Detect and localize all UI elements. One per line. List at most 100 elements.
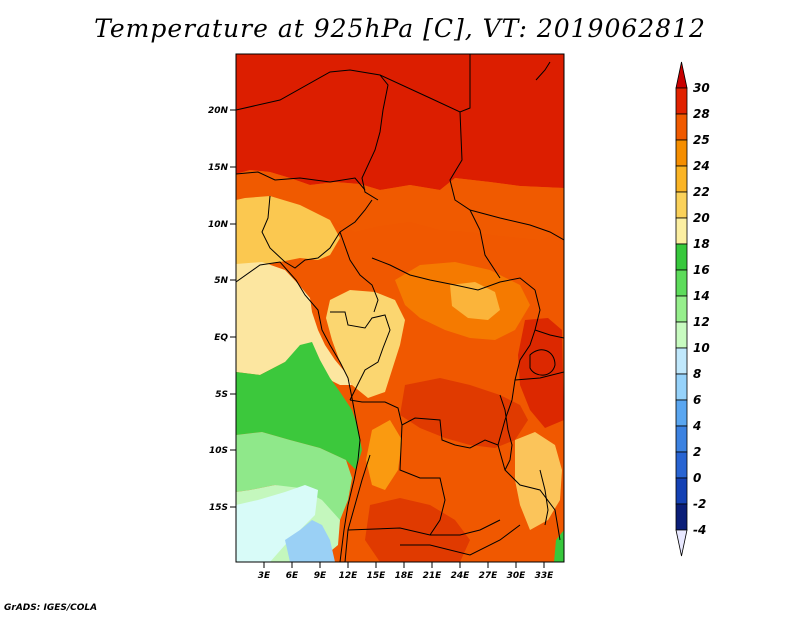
colorbar-label: 4 (692, 419, 701, 433)
footer-credit: GrADS: IGES/COLA (4, 603, 98, 613)
colorbar-segment (675, 347, 688, 375)
field-southeast-hot (400, 378, 528, 448)
colorbar-label: 16 (693, 263, 710, 277)
lon-label: 15E (367, 571, 387, 581)
field-southeast-yellow (515, 432, 562, 530)
border-gabon-congo (330, 311, 391, 401)
lon-label: 12E (339, 571, 359, 581)
colorbar-segment (675, 451, 688, 479)
field-angola-amber (366, 420, 402, 490)
lat-label: 10S (209, 446, 228, 456)
colorbar-over-arrow (675, 61, 688, 89)
colorbar-label: 22 (693, 185, 710, 199)
colorbar-label: -4 (693, 523, 706, 537)
border-drc-west (349, 399, 499, 449)
border-car-drc (371, 257, 536, 291)
colorbar-label: 10 (693, 341, 710, 355)
colorbar-segment (675, 165, 688, 193)
field-central-yellow (450, 282, 500, 320)
colorbar-label: 12 (693, 315, 710, 329)
border-angola-zambia (399, 424, 446, 536)
colorbar-label: -2 (693, 497, 706, 511)
field-gulf-pale (236, 262, 352, 385)
lat-label: EQ (214, 333, 228, 343)
field-sahel-orange (236, 170, 564, 240)
coastline-west (236, 261, 361, 562)
lat-label: 15S (209, 503, 228, 513)
colorbar-segment (675, 113, 688, 141)
colorbar-segment (675, 503, 688, 531)
lon-label: 30E (507, 571, 527, 581)
colorbar-label: 24 (693, 159, 710, 173)
border-tanzania (514, 371, 564, 381)
map-frame (235, 53, 565, 563)
lon-label: 9E (314, 571, 327, 581)
colorbar-label: 30 (693, 81, 710, 95)
lon-label: 21E (423, 571, 443, 581)
colorbar-segment (675, 373, 688, 401)
lat-label: 5N (214, 276, 228, 286)
colorbar-label: 6 (693, 393, 701, 407)
border-south-africa (400, 524, 521, 556)
field-coast-green (554, 530, 564, 562)
field-hot-north (236, 54, 564, 190)
colorbar-segment (675, 295, 688, 323)
colorbar-segment (675, 425, 688, 453)
lake-malawi (539, 469, 549, 526)
colorbar-segment (675, 191, 688, 219)
colorbar-segment (675, 243, 688, 271)
lon-label: 24E (451, 571, 471, 581)
colorbar-segment (675, 399, 688, 427)
border-cameroon-car (339, 231, 379, 313)
lon-label: 3E (258, 571, 271, 581)
map-title: Temperature at 925hPa [C], VT: 201906281… (94, 14, 706, 43)
colorbar-segment (675, 217, 688, 245)
field-west-yellow (236, 196, 340, 270)
lat-label: 20N (208, 106, 229, 116)
colorbar-label: 25 (693, 133, 710, 147)
lat-label: 10N (208, 220, 229, 230)
lon-label: 6E (286, 571, 299, 581)
border-zambia-moz (497, 444, 561, 541)
longitude-axis: 3E 6E 9E 12E 15E 18E 21E 24E 27E 30E 33E (258, 562, 554, 581)
border-nigeria-cameroon (261, 195, 373, 269)
field-ocean-blue (285, 520, 335, 562)
colorbar-under-arrow (675, 529, 688, 557)
field-south-red (365, 498, 470, 562)
border-uganda-kenya (534, 329, 564, 339)
lake-victoria (529, 349, 556, 376)
border-sahara-north (236, 69, 389, 201)
colorbar-segment (675, 139, 688, 167)
latitude-axis: 20N 15N 10N 5N EQ 5S 10S 15S (208, 106, 236, 513)
field-ocean-green (236, 342, 362, 470)
lat-label: 5S (215, 390, 228, 400)
colorbar-segment (675, 87, 688, 115)
temperature-field (236, 54, 564, 562)
colorbar-segment (675, 477, 688, 505)
lon-label: 27E (479, 571, 499, 581)
colorbar-segment (675, 321, 688, 349)
border-niger-nigeria (236, 171, 366, 191)
colorbar-label: 2 (693, 445, 701, 459)
border-drc-east (497, 289, 541, 446)
colorbar-segment (675, 269, 688, 297)
border-angola-south (344, 454, 371, 562)
red-sea-coast (535, 61, 551, 81)
border-namibia (347, 519, 501, 536)
colorbar-label: 8 (693, 367, 701, 381)
colorbar-label: 28 (693, 107, 710, 121)
field-ocean-lightgreen (236, 432, 352, 520)
field-ocean-cyan (236, 485, 318, 562)
colorbar-label: 18 (693, 237, 710, 251)
colorbar-label: 14 (693, 289, 710, 303)
lat-label: 15N (208, 163, 229, 173)
lake-tanganyika (499, 394, 513, 471)
border-chad-sudan (449, 111, 501, 279)
lon-label: 18E (395, 571, 415, 581)
colorbar-label: 20 (693, 211, 710, 225)
country-borders (236, 54, 564, 562)
lon-label: 33E (535, 571, 555, 581)
border-sudan-ssudan (469, 209, 564, 241)
